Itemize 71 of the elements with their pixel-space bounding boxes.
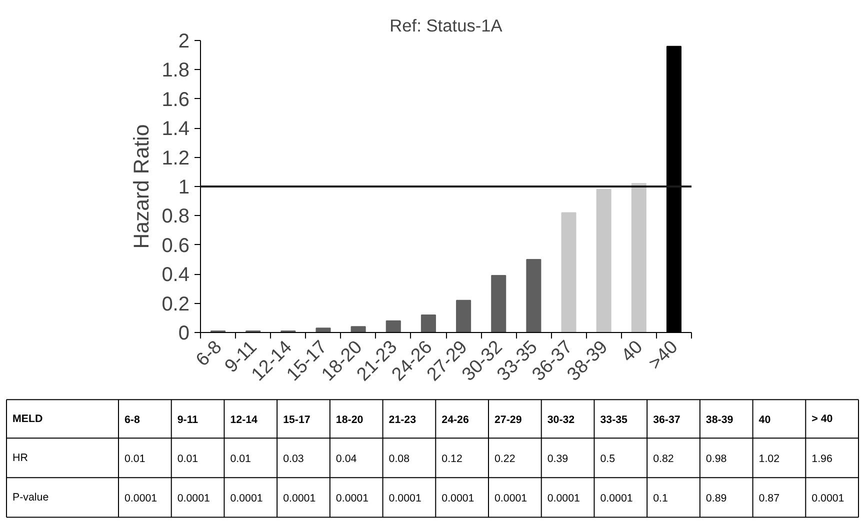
text: 33-35 xyxy=(600,414,628,426)
text: 0.12 xyxy=(442,452,462,465)
x-tick-label: 40 xyxy=(616,336,646,366)
y-tick-label: 0.4 xyxy=(162,264,190,286)
text: > 40 xyxy=(812,412,833,425)
text: 0.03 xyxy=(283,452,304,465)
text: 27-29 xyxy=(494,414,522,426)
text: 0.01 xyxy=(230,452,252,465)
y-axis-title: Hazard Ratio xyxy=(130,124,154,249)
text: MELD xyxy=(12,412,43,425)
chart-title: Ref: Status-1A xyxy=(390,16,503,36)
text: 0.0001 xyxy=(336,492,369,504)
y-tick-label: 2 xyxy=(178,30,190,52)
bar xyxy=(596,188,612,332)
bar xyxy=(316,328,331,332)
text: 21-23 xyxy=(388,414,416,426)
text: 0.89 xyxy=(706,492,727,504)
x-tick-label: 6-8 xyxy=(192,336,226,370)
y-tick-label: 1.8 xyxy=(162,60,190,82)
text: 0.01 xyxy=(124,452,146,465)
bar xyxy=(491,275,506,332)
x-tick-label: >40 xyxy=(644,336,682,374)
text: 0.0001 xyxy=(230,492,263,504)
text: 0.22 xyxy=(494,452,516,465)
bar xyxy=(561,212,576,332)
bar xyxy=(420,314,436,332)
text: 0.08 xyxy=(388,452,410,465)
text: P-value xyxy=(12,491,49,504)
y-tick-label: 1.4 xyxy=(162,118,190,140)
text: 30-32 xyxy=(547,414,575,426)
bar xyxy=(350,326,366,332)
y-tick-label: 0 xyxy=(178,322,190,344)
text: 1.02 xyxy=(758,452,780,465)
text: 0.0001 xyxy=(494,492,528,504)
y-tick-label: 1 xyxy=(178,176,190,198)
y-tick-label: 0.2 xyxy=(162,293,190,316)
bar xyxy=(456,300,472,332)
bar xyxy=(526,259,542,332)
text: 9-11 xyxy=(177,414,198,426)
text: 38-39 xyxy=(706,414,734,426)
y-tick-label: 1.6 xyxy=(162,88,190,111)
text: 1.96 xyxy=(812,452,832,465)
text: 0.0001 xyxy=(600,492,633,504)
text: 0.0001 xyxy=(124,492,158,504)
text: 0.98 xyxy=(706,452,727,465)
text: 0.01 xyxy=(177,452,198,465)
y-tick-label: 1.2 xyxy=(162,147,190,170)
text: 24-26 xyxy=(442,414,469,426)
text: 0.82 xyxy=(653,452,674,465)
text: 0.0001 xyxy=(442,492,474,504)
text: 18-20 xyxy=(336,414,364,426)
text: 0.1 xyxy=(653,492,668,504)
text: 0.39 xyxy=(547,452,568,465)
text: 12-14 xyxy=(230,414,258,426)
text: 40 xyxy=(758,414,771,426)
text: 0.0001 xyxy=(283,492,316,504)
y-tick-label: 0.8 xyxy=(162,206,190,228)
text: 36-37 xyxy=(653,414,680,426)
text: 0.0001 xyxy=(812,492,844,504)
text: 0.87 xyxy=(758,492,780,504)
bar xyxy=(386,320,401,332)
text: 15-17 xyxy=(283,414,310,426)
bar xyxy=(631,183,646,332)
text: 0.04 xyxy=(336,452,357,465)
text: 6-8 xyxy=(124,414,140,426)
text: 0.0001 xyxy=(388,492,422,504)
text: 0.0001 xyxy=(177,492,210,504)
text: 0.5 xyxy=(600,452,616,465)
y-tick-label: 0.6 xyxy=(162,234,190,257)
text: HR xyxy=(12,452,28,464)
text: 0.0001 xyxy=(547,492,580,504)
